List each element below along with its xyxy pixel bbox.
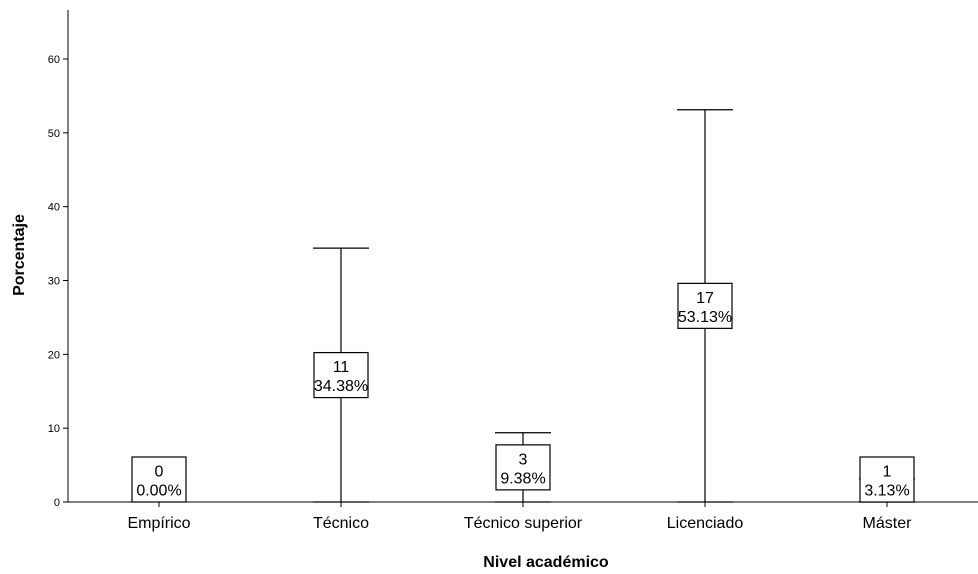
percent-label: 3.13% [864,483,909,500]
percent-label: 9.38% [500,470,545,487]
y-tick-label: 10 [48,423,60,435]
axes [67,10,978,503]
bar-mark-3: 3 9.38% [495,432,551,503]
data-label-box [859,456,915,503]
x-tick-label: Licenciado [667,515,744,532]
count-label: 17 [696,290,714,307]
bar-mark-4: 17 53.13% [677,109,733,503]
x-tick-label: Técnico [313,515,369,532]
percent-label: 53.13% [678,309,732,326]
data-marks: 0 0.00% 11 34.38% 3 9.38% 17 53.13% 1 3.13% [131,109,915,503]
data-label-box [495,444,551,491]
count-label: 1 [883,464,892,481]
percent-label: 34.38% [314,378,368,395]
bar-mark-5: 1 3.13% [859,456,915,503]
y-axis-title: Porcentaje [11,214,28,296]
bar-mark-1: 0 0.00% [131,456,187,503]
x-tick-label: Empírico [127,515,190,532]
count-label: 3 [519,451,528,468]
y-tick-label: 40 [48,202,60,214]
x-tick-labels: Empírico Técnico Técnico superior Licenciad… [127,502,912,532]
y-tick-label: 30 [48,276,60,288]
y-tick-label: 60 [48,54,60,66]
data-label-box [677,282,733,329]
x-axis-title: Nivel académico [483,554,609,571]
y-tick-label: 50 [48,128,60,140]
data-label-box [131,456,187,503]
x-tick-label: Técnico superior [464,515,583,532]
y-tick-label: 20 [48,349,60,361]
y-ticks: 0 10 20 30 40 50 60 [48,54,68,509]
x-tick-label: Máster [863,515,913,532]
data-label-box [313,351,369,399]
bar-mark-2: 11 34.38% [313,247,369,503]
percent-label: 0.00% [136,483,181,500]
count-label: 0 [155,464,164,481]
y-tick-label: 0 [54,497,60,509]
count-label: 11 [333,359,350,376]
